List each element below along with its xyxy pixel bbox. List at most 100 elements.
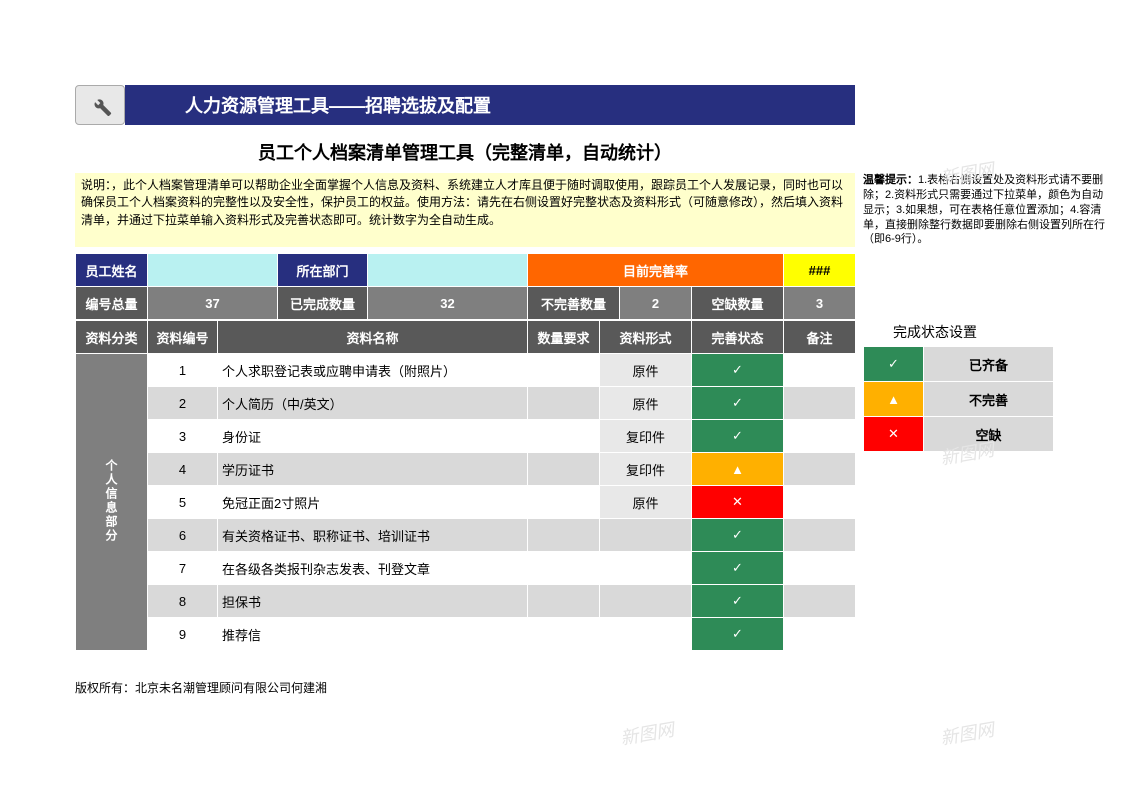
category-cell: 个人信息部分 (76, 354, 148, 651)
cell-status[interactable] (692, 519, 784, 552)
cell-no: 1 (148, 354, 218, 387)
cell-name: 学历证书 (218, 453, 528, 486)
cell-form[interactable]: 原件 (600, 486, 692, 519)
cell-note[interactable] (784, 354, 856, 387)
table-row: 6有关资格证书、职称证书、培训证书 (76, 519, 856, 552)
cell-no: 4 (148, 453, 218, 486)
col-note: 备注 (784, 321, 856, 354)
col-no: 资料编号 (148, 321, 218, 354)
cell-note[interactable] (784, 585, 856, 618)
cell-qty[interactable] (528, 486, 600, 519)
cell-status[interactable] (692, 387, 784, 420)
watermark: 新图网 (618, 716, 676, 751)
cell-form[interactable]: 复印件 (600, 420, 692, 453)
table-row: 9推荐信 (76, 618, 856, 651)
cell-qty[interactable] (528, 453, 600, 486)
cell-note[interactable] (784, 387, 856, 420)
cell-no: 2 (148, 387, 218, 420)
dept-input[interactable] (368, 254, 528, 287)
cell-note[interactable] (784, 618, 856, 651)
name-input[interactable] (148, 254, 278, 287)
cell-no: 9 (148, 618, 218, 651)
legend-label: 空缺 (924, 417, 1054, 452)
cell-name: 有关资格证书、职称证书、培训证书 (218, 519, 528, 552)
cell-no: 3 (148, 420, 218, 453)
page-subtitle: 员工个人档案清单管理工具（完整清单，自动统计） (75, 139, 855, 165)
cell-status[interactable] (692, 453, 784, 486)
col-category: 资料分类 (76, 321, 148, 354)
col-form: 资料形式 (600, 321, 692, 354)
cell-qty[interactable] (528, 618, 600, 651)
table-row: 个人信息部分1个人求职登记表或应聘申请表（附照片）原件 (76, 354, 856, 387)
cell-form[interactable] (600, 552, 692, 585)
cell-note[interactable] (784, 486, 856, 519)
cell-name: 个人简历（中/英文） (218, 387, 528, 420)
table-row: 2个人简历（中/英文） 原件 (76, 387, 856, 420)
cell-status[interactable] (692, 420, 784, 453)
cell-form[interactable]: 原件 (600, 354, 692, 387)
legend-icon (864, 417, 924, 452)
cell-note[interactable] (784, 552, 856, 585)
cell-name: 担保书 (218, 585, 528, 618)
legend-row: 空缺 (864, 417, 1054, 452)
incomplete-label: 不完善数量 (528, 287, 620, 320)
banner-title: 人力资源管理工具——招聘选拔及配置 (125, 85, 855, 125)
status-legend-panel: 完成状态设置 已齐备不完善空缺 (863, 316, 1113, 452)
cell-name: 免冠正面2寸照片 (218, 486, 528, 519)
cell-form[interactable] (600, 585, 692, 618)
employee-info-row: 员工姓名 所在部门 目前完善率 ### (76, 254, 856, 287)
cell-note[interactable] (784, 420, 856, 453)
legend-row: 不完善 (864, 382, 1054, 417)
legend-label: 已齐备 (924, 347, 1054, 382)
wrench-icon (75, 85, 125, 125)
total-label: 编号总量 (76, 287, 148, 320)
cell-note[interactable] (784, 453, 856, 486)
cell-status[interactable] (692, 354, 784, 387)
cell-qty[interactable] (528, 519, 600, 552)
cell-form[interactable]: 复印件 (600, 453, 692, 486)
legend-label: 不完善 (924, 382, 1054, 417)
cell-status[interactable] (692, 618, 784, 651)
legend-row: 已齐备 (864, 347, 1054, 382)
cell-status[interactable] (692, 486, 784, 519)
name-label: 员工姓名 (76, 254, 148, 287)
legend-table: 已齐备不完善空缺 (863, 346, 1054, 452)
cell-qty[interactable] (528, 585, 600, 618)
cell-no: 5 (148, 486, 218, 519)
total-value: 37 (148, 287, 278, 320)
cell-status[interactable] (692, 552, 784, 585)
col-status: 完善状态 (692, 321, 784, 354)
dept-label: 所在部门 (278, 254, 368, 287)
cell-name: 身份证 (218, 420, 528, 453)
stats-row: 编号总量 37 已完成数量 32 不完善数量 2 空缺数量 3 (76, 287, 856, 320)
cell-no: 8 (148, 585, 218, 618)
cell-qty[interactable] (528, 420, 600, 453)
cell-status[interactable] (692, 585, 784, 618)
legend-icon (864, 382, 924, 417)
cell-qty[interactable] (528, 387, 600, 420)
cell-name: 在各级各类报刊杂志发表、刊登文章 (218, 552, 528, 585)
cell-form[interactable] (600, 618, 692, 651)
incomplete-value: 2 (620, 287, 692, 320)
table-row: 7在各级各类报刊杂志发表、刊登文章 (76, 552, 856, 585)
cell-no: 7 (148, 552, 218, 585)
cell-note[interactable] (784, 519, 856, 552)
missing-value: 3 (784, 287, 856, 320)
watermark: 新图网 (938, 716, 996, 751)
cell-qty[interactable] (528, 552, 600, 585)
rate-label: 目前完善率 (528, 254, 784, 287)
copyright-footer: 版权所有：北京未名潮管理顾问有限公司何建湘 (75, 679, 855, 696)
description-tips: 温馨提示：1.表格右侧设置处及资料形式请不要删除；2.资料形式只需要通过下拉菜单… (855, 173, 1105, 247)
data-table: 资料分类 资料编号 资料名称 数量要求 资料形式 完善状态 备注 个人信息部分1… (75, 320, 856, 651)
col-name: 资料名称 (218, 321, 528, 354)
table-row: 5免冠正面2寸照片 原件 (76, 486, 856, 519)
cell-qty[interactable] (528, 354, 600, 387)
table-row: 8担保书 (76, 585, 856, 618)
cell-form[interactable]: 原件 (600, 387, 692, 420)
done-label: 已完成数量 (278, 287, 368, 320)
col-qty: 数量要求 (528, 321, 600, 354)
cell-form[interactable] (600, 519, 692, 552)
rate-value: ### (784, 254, 856, 287)
info-table: 员工姓名 所在部门 目前完善率 ### 编号总量 37 已完成数量 3 2 不完善… (75, 253, 856, 320)
header-banner: 人力资源管理工具——招聘选拔及配置 (75, 85, 855, 125)
